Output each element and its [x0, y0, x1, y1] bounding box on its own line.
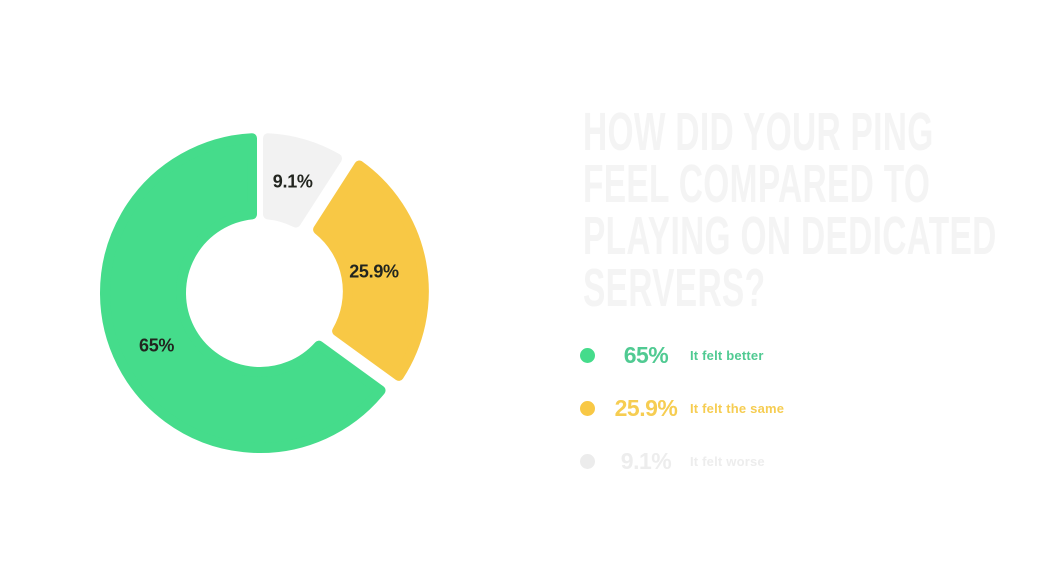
pie-slice-it-felt-the-same: [313, 160, 429, 381]
legend-item-felt-same: 25.9% It felt the same: [578, 393, 784, 423]
legend-label: It felt the same: [690, 400, 785, 416]
chart-legend: 65% It felt better 25.9% It felt the sam…: [578, 340, 784, 499]
legend-label: It felt worse: [690, 453, 765, 469]
legend-item-felt-worse: 9.1% It felt worse: [578, 446, 784, 476]
chart-title-line-4: SERVERS?: [583, 258, 766, 318]
legend-label: It felt better: [690, 347, 764, 363]
donut-chart: 9.1% 25.9% 65%: [99, 133, 429, 453]
pie-slice-it-felt-worse: [262, 133, 343, 228]
chart-title-line-1: HOW DID YOUR PING: [583, 102, 934, 162]
legend-swatch-icon: [580, 347, 595, 363]
slice-value-label: 65%: [139, 336, 174, 356]
legend-percent: 9.1%: [620, 447, 672, 474]
legend-swatch-icon: [580, 453, 595, 469]
legend-percent: 65%: [623, 341, 669, 368]
slice-value-label: 25.9%: [349, 262, 399, 282]
chart-title: HOW DID YOUR PING FEEL COMPARED TO PLAYI…: [583, 102, 997, 318]
pie-slice-it-felt-better: [99, 133, 386, 453]
legend-item-felt-better: 65% It felt better: [578, 340, 784, 370]
chart-title-line-3: PLAYING ON DEDICATED: [583, 206, 997, 266]
slice-value-label: 9.1%: [273, 172, 313, 192]
chart-title-line-2: FEEL COMPARED TO: [583, 154, 931, 214]
legend-percent: 25.9%: [614, 394, 678, 421]
legend-swatch-icon: [580, 400, 595, 416]
